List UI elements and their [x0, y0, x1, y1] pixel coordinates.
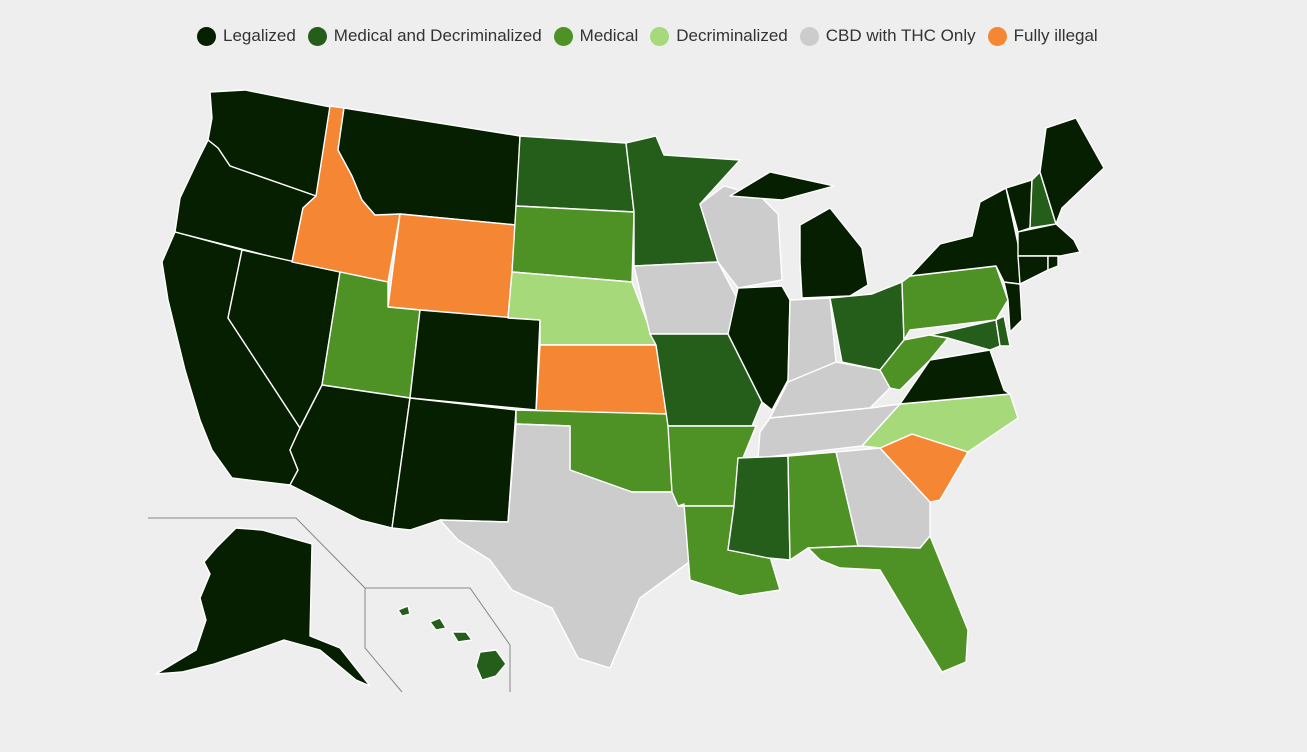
- legend-label-cbd-with-thc-only: CBD with THC Only: [825, 26, 976, 45]
- state-maryland[interactable]: [929, 319, 1001, 351]
- state-north-carolina[interactable]: [861, 393, 1019, 453]
- state-texas[interactable]: [439, 423, 693, 669]
- legend-item-medical-and-decriminalized[interactable]: Medical and Decriminalized: [307, 26, 542, 46]
- state-wisconsin[interactable]: [699, 185, 783, 289]
- legend-label-decriminalized: Decriminalized: [676, 26, 788, 45]
- legend-label-medical-and-decriminalized: Medical and Decriminalized: [333, 26, 542, 45]
- state-mississippi[interactable]: [727, 455, 791, 561]
- state-alaska[interactable]: [155, 527, 371, 687]
- state-delaware[interactable]: [995, 315, 1011, 347]
- state-iowa[interactable]: [633, 261, 739, 335]
- legend-item-fully-illegal[interactable]: Fully illegal: [987, 26, 1098, 46]
- legend-item-legalized[interactable]: Legalized: [197, 26, 296, 46]
- legend-swatch-cbd-with-thc-only: [799, 26, 819, 46]
- state-new-mexico[interactable]: [391, 397, 517, 531]
- state-north-dakota[interactable]: [515, 135, 635, 213]
- state-new-york[interactable]: [909, 187, 1021, 285]
- legend-label-legalized: Legalized: [223, 26, 296, 45]
- legend-swatch-medical-and-decriminalized: [307, 26, 327, 46]
- state-colorado[interactable]: [409, 309, 541, 411]
- state-rhode-island[interactable]: [1047, 255, 1059, 271]
- legend-item-cbd-with-thc-only[interactable]: CBD with THC Only: [799, 26, 976, 46]
- legend-swatch-legalized: [197, 26, 216, 46]
- legend-item-decriminalized[interactable]: Decriminalized: [650, 26, 788, 46]
- legend-label-medical: Medical: [579, 26, 639, 45]
- legend: Legalized Medical and Decriminalized Med…: [197, 26, 1098, 46]
- legend-swatch-medical: [553, 26, 573, 46]
- state-virginia[interactable]: [869, 349, 1011, 409]
- legend-label-fully-illegal: Fully illegal: [1013, 26, 1098, 45]
- state-new-jersey[interactable]: [1003, 281, 1023, 333]
- state-illinois[interactable]: [727, 285, 791, 411]
- legend-swatch-fully-illegal: [987, 26, 1007, 46]
- state-florida[interactable]: [807, 535, 969, 673]
- state-south-dakota[interactable]: [511, 205, 635, 283]
- state-wyoming[interactable]: [387, 213, 517, 319]
- legend-item-medical[interactable]: Medical: [553, 26, 639, 46]
- state-hawaii[interactable]: [397, 605, 507, 681]
- legend-swatch-decriminalized: [650, 26, 670, 46]
- state-connecticut[interactable]: [1017, 255, 1049, 285]
- state-west-virginia[interactable]: [879, 334, 949, 391]
- state-michigan[interactable]: [729, 171, 869, 299]
- state-kansas[interactable]: [535, 344, 669, 415]
- hawaii-inset-border: [365, 587, 511, 692]
